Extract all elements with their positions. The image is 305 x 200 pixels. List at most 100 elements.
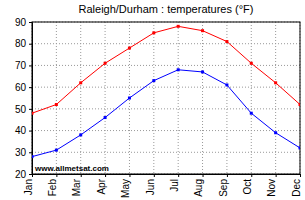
series-marker	[128, 97, 131, 100]
y-tick-label: 90	[15, 17, 27, 28]
y-tick-mark	[29, 152, 32, 153]
series-marker	[250, 62, 253, 65]
series-marker	[152, 79, 155, 82]
series-marker	[225, 83, 228, 86]
series-marker	[299, 103, 301, 106]
x-tick: Jan	[23, 174, 34, 195]
series-marker	[32, 155, 34, 158]
grid-line	[32, 108, 300, 109]
series-marker	[299, 146, 301, 149]
y-tick-mark	[29, 44, 32, 45]
x-tick-label: Oct	[242, 179, 253, 195]
x-tick: May	[120, 174, 131, 198]
grid-line-x	[80, 22, 81, 174]
y-tick: 40	[15, 125, 32, 136]
x-tick-mark	[154, 174, 155, 177]
x-tick: Feb	[47, 174, 58, 196]
x-tick-label: Jan	[23, 179, 34, 195]
x-tick: Sep	[218, 174, 229, 197]
y-tick-label: 80	[15, 38, 27, 49]
annotation: www.allmetsat.com	[34, 164, 109, 173]
series-marker	[55, 103, 58, 106]
grid-line-x	[153, 22, 154, 174]
series-marker	[79, 133, 82, 136]
x-tick-mark	[203, 174, 204, 177]
x-tick-mark	[105, 174, 106, 177]
x-tick: Mar	[71, 174, 82, 196]
y-tick: 20	[15, 169, 32, 180]
grid-line	[32, 87, 300, 88]
y-axis: 20 30 40 50 60 70 80 90	[15, 17, 33, 180]
plot-frame	[32, 22, 300, 174]
series-marker	[201, 70, 204, 73]
x-tick-mark	[276, 174, 277, 177]
grid-line-x	[202, 22, 203, 174]
series-marker	[177, 68, 180, 71]
y-axis-line	[29, 23, 33, 175]
series-marker	[55, 149, 58, 152]
x-tick-mark	[178, 174, 179, 177]
series-marker	[79, 81, 82, 84]
x-tick: Jun	[145, 174, 156, 195]
y-tick-label: 30	[15, 147, 27, 158]
grid-line	[32, 152, 300, 153]
chart-title: Raleigh/Durham : temperatures (°F)	[79, 3, 254, 15]
grid-line-x	[178, 22, 179, 174]
x-tick: Nov	[266, 174, 277, 197]
plot: 20 30 40 50 60 70 80 90 Jan Feb Mar Apr May Jun Jul Aug…	[15, 17, 302, 198]
y-tick: 50	[15, 104, 32, 115]
series-marker	[152, 31, 155, 34]
series-marker	[177, 25, 180, 28]
series-line	[32, 70, 300, 157]
y-tick-mark	[29, 109, 32, 110]
x-tick-label: Sep	[218, 179, 229, 197]
grid-line	[32, 130, 300, 131]
series-marker	[250, 112, 253, 115]
series-marker	[32, 112, 34, 115]
y-tick: 90	[15, 17, 32, 28]
grid-line-x	[251, 22, 252, 174]
y-tick-label: 60	[15, 82, 27, 93]
x-tick: Apr	[96, 174, 107, 195]
y-tick-label: 20	[15, 169, 27, 180]
x-tick-label: May	[120, 179, 131, 198]
x-tick: Aug	[193, 174, 204, 197]
x-tick-label: Aug	[193, 179, 204, 197]
x-axis: Jan Feb Mar Apr May Jun Jul Aug Sep Oct Nov Dec	[23, 174, 302, 198]
x-tick-label: Nov	[266, 179, 277, 197]
y-tick-label: 40	[15, 125, 27, 136]
x-tick-label: Jun	[145, 179, 156, 195]
y-tick-mark	[29, 65, 32, 66]
x-tick-label: Jul	[169, 179, 180, 192]
grid-line-x	[226, 22, 227, 174]
y-tick: 30	[15, 147, 32, 158]
y-tick: 60	[15, 82, 32, 93]
grid-line	[32, 65, 300, 66]
series-marker	[201, 29, 204, 32]
series-marker	[274, 131, 277, 134]
y-tick: 70	[15, 60, 32, 71]
x-tick-mark	[32, 174, 33, 177]
series-marker	[274, 81, 277, 84]
y-tick-mark	[29, 87, 32, 88]
series-marker	[104, 116, 107, 119]
x-tick-mark	[300, 174, 301, 177]
x-tick: Oct	[242, 174, 253, 195]
y-tick-label: 50	[15, 104, 27, 115]
grid-line-x	[105, 22, 106, 174]
series-marker	[104, 62, 107, 65]
grid	[32, 22, 300, 174]
grid-line-x	[275, 22, 276, 174]
x-tick: Dec	[291, 174, 302, 197]
grid-line-x	[56, 22, 57, 174]
plot-background	[32, 22, 300, 174]
x-tick-label: Feb	[47, 179, 58, 197]
y-tick: 80	[15, 38, 32, 49]
grid-line-x	[129, 22, 130, 174]
grid-line	[32, 43, 300, 44]
x-tick-mark	[251, 174, 252, 177]
x-tick-label: Dec	[291, 179, 302, 197]
y-tick-mark	[29, 131, 32, 132]
series-line	[32, 26, 300, 113]
x-tick-mark	[129, 174, 130, 177]
